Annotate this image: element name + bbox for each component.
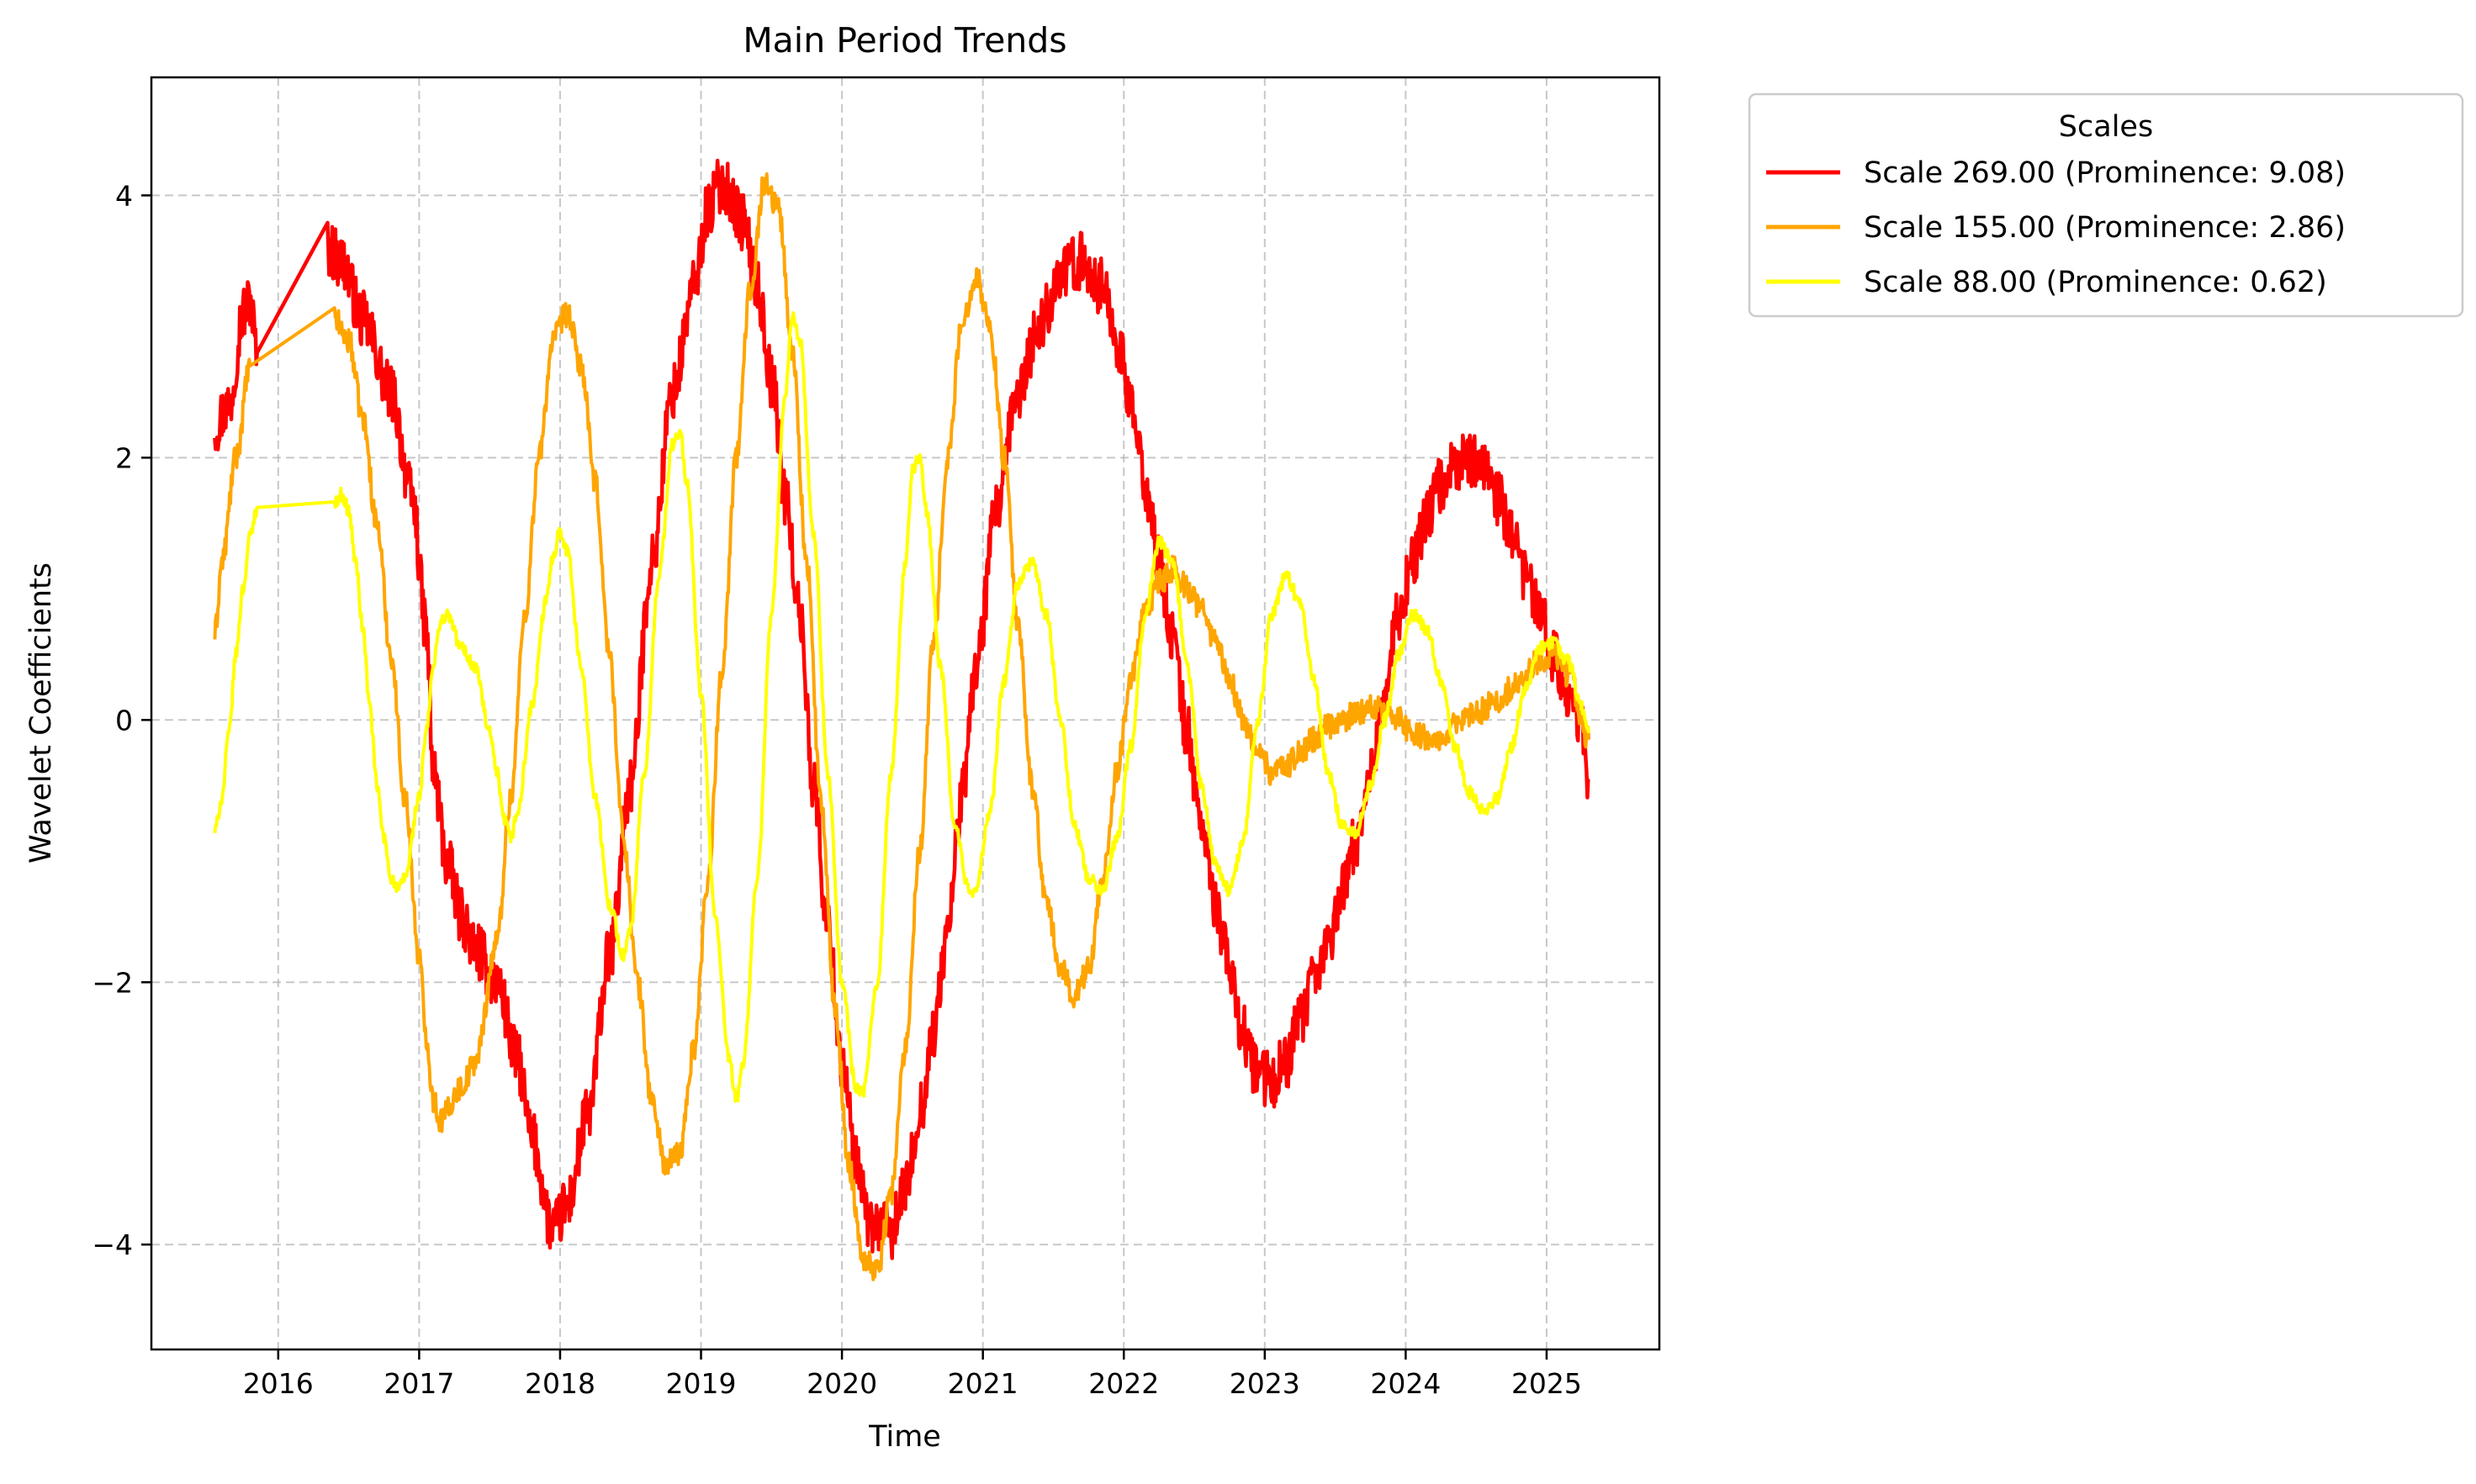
legend-label-3: Scale 88.00 (Prominence: 0.62): [1864, 266, 2327, 299]
legend-items: Scale 269.00 (Prominence: 9.08) Scale 155…: [1766, 156, 2346, 299]
x-tick-label: 2018: [525, 1367, 595, 1400]
x-tick-label: 2020: [807, 1367, 877, 1400]
legend-box: [1748, 92, 2464, 318]
x-tick-label: 2023: [1230, 1367, 1300, 1400]
series-line-1: [213, 158, 1590, 1260]
y-axis-ticks: −4 −2 0 2 4: [92, 179, 151, 1261]
x-tick-label: 2025: [1511, 1367, 1582, 1400]
x-axis-label: Time: [868, 1420, 941, 1454]
y-tick-label: 4: [115, 179, 133, 212]
y-tick-label: −2: [92, 966, 133, 999]
series-line-2: [213, 172, 1591, 1281]
x-axis-ticks: 2016 2017 2018 2019 2020 2021 2022 2023 2024 2025: [243, 1349, 1582, 1400]
y-tick-label: 2: [115, 441, 133, 474]
legend-label-1: Scale 269.00 (Prominence: 9.08): [1864, 156, 2346, 190]
series-line-3: [213, 311, 1591, 1103]
x-tick-label: 2022: [1088, 1367, 1159, 1400]
y-axis-label: Wavelet Coefficients: [24, 562, 58, 863]
legend-title: Scales: [2059, 110, 2153, 144]
legend: Scales Scale 269.00 (Prominence: 9.08)Sc…: [1748, 92, 2464, 318]
series-lines: [213, 158, 1591, 1281]
x-tick-label: 2024: [1370, 1367, 1441, 1400]
y-tick-label: 0: [115, 704, 133, 737]
plot-area-frame: [150, 76, 1661, 1351]
x-tick-label: 2017: [384, 1367, 454, 1400]
y-tick-label: −4: [92, 1228, 133, 1261]
grid-lines: [151, 77, 1659, 1349]
x-tick-label: 2016: [243, 1367, 314, 1400]
legend-label-2: Scale 155.00 (Prominence: 2.86): [1864, 211, 2346, 245]
x-tick-label: 2019: [666, 1367, 737, 1400]
chart-title: Main Period Trends: [743, 20, 1066, 61]
x-tick-label: 2021: [948, 1367, 1018, 1400]
